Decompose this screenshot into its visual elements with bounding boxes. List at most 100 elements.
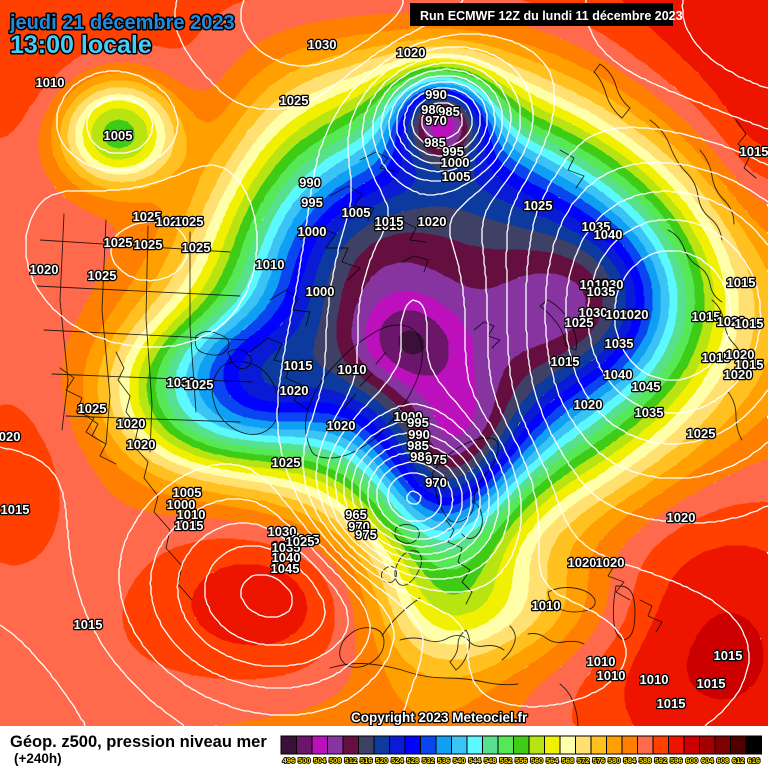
svg-text:1015: 1015 [735,357,764,372]
svg-text:604: 604 [701,756,714,765]
svg-text:970: 970 [425,475,447,490]
svg-text:970: 970 [425,113,447,128]
svg-text:500: 500 [298,756,311,765]
svg-text:1005: 1005 [173,485,202,500]
svg-text:1010: 1010 [36,75,65,90]
svg-text:1020: 1020 [418,214,447,229]
svg-text:1035: 1035 [582,219,611,234]
svg-text:1015: 1015 [714,648,743,663]
svg-text:1035: 1035 [587,284,616,299]
svg-text:Copyright 2023 Meteociel.fr: Copyright 2023 Meteociel.fr [351,710,528,725]
svg-text:596: 596 [670,756,683,765]
svg-text:532: 532 [422,756,435,765]
svg-text:1025: 1025 [524,198,553,213]
svg-text:612: 612 [732,756,745,765]
svg-text:Run ECMWF 12Z du lundi 11 déce: Run ECMWF 12Z du lundi 11 décembre 2023 [420,9,683,23]
svg-text:995: 995 [407,415,429,430]
svg-text:985: 985 [424,135,446,150]
svg-text:1015: 1015 [175,518,204,533]
svg-text:1020: 1020 [717,314,746,329]
svg-text:568: 568 [562,756,575,765]
svg-text:1005: 1005 [342,205,371,220]
svg-text:1030: 1030 [308,37,337,52]
svg-text:1040: 1040 [272,550,301,565]
svg-text:1020: 1020 [156,214,185,229]
svg-text:1010: 1010 [532,598,561,613]
svg-text:jeudi 21 décembre 2023: jeudi 21 décembre 2023 [9,12,235,34]
svg-text:1025: 1025 [88,268,117,283]
svg-text:592: 592 [655,756,668,765]
svg-text:975: 975 [355,527,377,542]
svg-text:1025: 1025 [606,307,635,322]
svg-text:1020: 1020 [397,45,426,60]
svg-text:1040: 1040 [594,227,623,242]
svg-text:600: 600 [686,756,699,765]
svg-text:1020: 1020 [596,555,625,570]
svg-text:1035: 1035 [272,540,301,555]
svg-text:995: 995 [442,144,464,159]
svg-text:13:00 locale: 13:00 locale [10,31,152,59]
svg-text:1015: 1015 [375,218,404,233]
svg-text:990: 990 [299,175,321,190]
svg-text:544: 544 [469,756,482,765]
svg-text:980: 980 [421,102,443,117]
svg-text:1010: 1010 [177,507,206,522]
svg-text:(+240h): (+240h) [14,751,62,766]
svg-text:1025: 1025 [565,315,594,330]
svg-text:970: 970 [348,519,370,534]
svg-text:1040: 1040 [604,367,633,382]
svg-text:1030: 1030 [595,277,624,292]
svg-text:1015: 1015 [375,214,404,229]
svg-text:1015: 1015 [551,354,580,369]
svg-text:1020: 1020 [280,383,309,398]
svg-text:1025: 1025 [272,455,301,470]
svg-text:1020: 1020 [127,437,156,452]
svg-text:1000: 1000 [306,284,335,299]
svg-text:540: 540 [453,756,466,765]
svg-text:528: 528 [407,756,420,765]
svg-text:584: 584 [624,756,637,765]
svg-text:1015: 1015 [697,676,726,691]
svg-text:520: 520 [376,756,389,765]
svg-text:564: 564 [546,756,559,765]
svg-text:524: 524 [391,756,404,765]
svg-text:1020: 1020 [30,262,59,277]
svg-text:548: 548 [484,756,497,765]
svg-text:580: 580 [608,756,621,765]
svg-text:1020: 1020 [724,367,753,382]
svg-text:1020: 1020 [620,307,649,322]
svg-text:1025: 1025 [104,235,133,250]
svg-text:504: 504 [314,756,327,765]
svg-text:1010: 1010 [256,257,285,272]
svg-text:1015: 1015 [727,275,756,290]
svg-text:1015: 1015 [702,350,731,365]
svg-text:1010: 1010 [587,654,616,669]
svg-text:1005: 1005 [104,128,133,143]
svg-text:1015: 1015 [740,144,768,159]
svg-text:1035: 1035 [580,277,609,292]
svg-text:1025: 1025 [133,209,162,224]
svg-text:1000: 1000 [167,497,196,512]
svg-text:536: 536 [438,756,451,765]
svg-text:1015: 1015 [1,502,30,517]
svg-text:995: 995 [301,195,323,210]
svg-text:1015: 1015 [692,309,721,324]
svg-text:1000: 1000 [394,409,423,424]
svg-text:990: 990 [425,87,447,102]
svg-text:588: 588 [639,756,652,765]
svg-text:1015: 1015 [74,617,103,632]
svg-text:1020: 1020 [327,418,356,433]
svg-text:516: 516 [360,756,373,765]
svg-text:576: 576 [593,756,606,765]
svg-text:552: 552 [500,756,513,765]
svg-text:556: 556 [515,756,528,765]
svg-text:1020: 1020 [574,397,603,412]
svg-text:1010: 1010 [597,668,626,683]
svg-text:1000: 1000 [298,224,327,239]
svg-text:616: 616 [748,756,761,765]
svg-text:1025: 1025 [175,214,204,229]
svg-text:1025: 1025 [291,532,320,547]
svg-text:1010: 1010 [640,672,669,687]
svg-text:1025: 1025 [185,377,214,392]
svg-text:1045: 1045 [271,561,300,576]
